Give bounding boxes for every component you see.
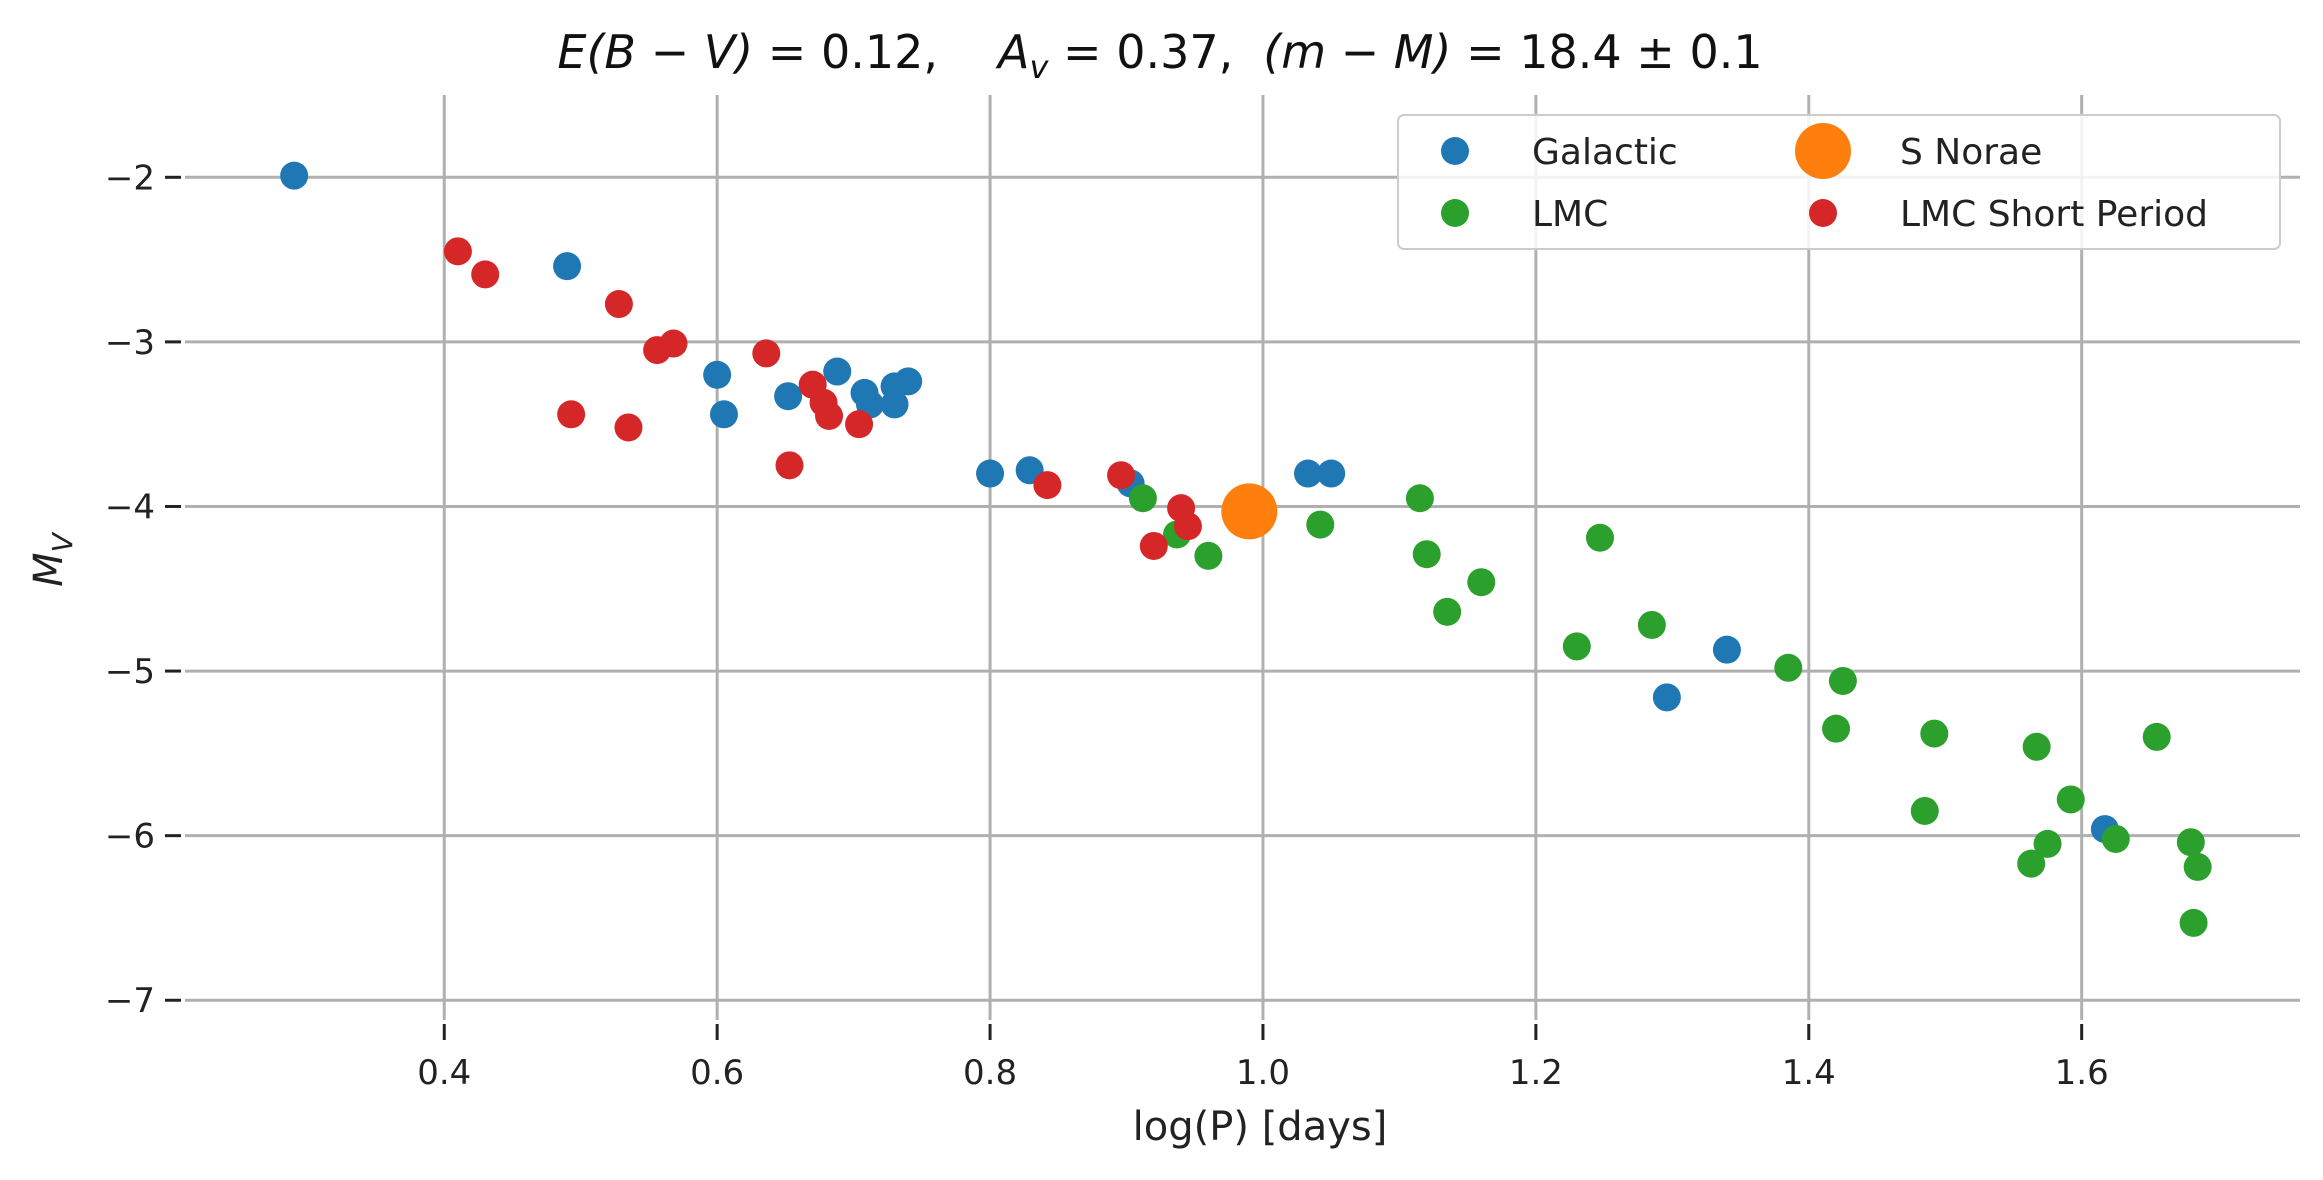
legend-item-s-norae: S Norae <box>1795 123 2042 179</box>
data-point-lmc <box>1405 484 1434 513</box>
legend-label: S Norae <box>1900 132 2042 173</box>
y-tick-label: −7 <box>105 981 155 1021</box>
data-point-lmc <box>2033 829 2062 858</box>
data-point-lmc-short-period <box>1033 471 1062 500</box>
data-point-lmc <box>1194 541 1223 570</box>
data-point-lmc-short-period <box>752 339 781 368</box>
series-lmc-short-period <box>443 237 1202 560</box>
y-axis-label: MV <box>26 531 79 587</box>
y-tick-label: −2 <box>105 158 155 198</box>
data-point-galactic <box>774 382 803 411</box>
data-point-lmc-short-period <box>614 413 643 442</box>
data-point-lmc-short-period <box>557 400 586 429</box>
data-point-galactic <box>1712 635 1741 664</box>
legend-marker <box>1441 199 1469 227</box>
legend-item-galactic: Galactic <box>1441 132 1678 173</box>
x-tick-label: 1.0 <box>1236 1053 1290 1093</box>
data-point-lmc <box>1562 632 1591 661</box>
data-point-galactic <box>709 400 738 429</box>
data-point-galactic <box>894 367 923 396</box>
data-point-lmc <box>2176 828 2205 857</box>
legend-label: LMC <box>1532 194 1608 235</box>
data-point-lmc-short-period <box>815 401 844 430</box>
data-point-lmc-short-period <box>1107 461 1136 490</box>
chart-title: E(B − V) = 0.12, Av = 0.37, (m − M) = 18.4… <box>557 25 1762 86</box>
series-lmc <box>1128 484 2212 937</box>
data-point-lmc <box>1637 610 1666 639</box>
data-point-lmc-short-period <box>471 260 500 289</box>
data-point-galactic <box>1652 683 1681 712</box>
data-point-lmc <box>2017 849 2046 878</box>
data-point-lmc <box>1412 540 1441 569</box>
data-point-lmc <box>1774 653 1803 682</box>
data-point-lmc-short-period <box>1139 531 1168 560</box>
legend-frame <box>1397 114 2281 250</box>
data-point-lmc-short-period <box>845 410 874 439</box>
data-point-lmc <box>2101 824 2130 853</box>
data-point-galactic <box>553 252 582 281</box>
data-point-lmc-short-period <box>443 237 472 266</box>
legend-label: Galactic <box>1532 132 1678 173</box>
legend-marker <box>1809 199 1837 227</box>
legend-item-lmc-short-period: LMC Short Period <box>1809 194 2208 235</box>
x-axis-label: log(P) [days] <box>1133 1104 1388 1150</box>
scatter-points <box>280 161 2212 937</box>
data-point-lmc <box>2022 732 2051 761</box>
legend-marker <box>1441 137 1469 165</box>
data-point-lmc-short-period <box>775 451 804 480</box>
data-point-lmc <box>1822 714 1851 743</box>
y-tick-label: −6 <box>105 817 155 857</box>
legend: Galactic LMC S Norae LMC Short Period <box>1397 114 2281 250</box>
x-tick-label: 1.6 <box>2055 1053 2109 1093</box>
series-s-norae <box>1221 483 1278 540</box>
data-point-galactic <box>823 357 852 386</box>
legend-label: LMC Short Period <box>1900 194 2208 235</box>
data-point-lmc <box>1920 719 1949 748</box>
data-point-lmc <box>1306 510 1335 539</box>
data-point-lmc-short-period <box>1173 512 1202 541</box>
data-point-s-norae <box>1221 483 1278 540</box>
x-tick-label: 1.4 <box>1782 1053 1836 1093</box>
data-point-galactic <box>1317 459 1346 488</box>
legend-marker <box>1795 123 1851 179</box>
data-point-lmc <box>1433 597 1462 626</box>
data-point-galactic <box>703 360 732 389</box>
series-galactic <box>280 161 2119 844</box>
data-point-lmc <box>1128 484 1157 513</box>
y-tick-label: −5 <box>105 652 155 692</box>
data-point-lmc-short-period <box>604 290 633 319</box>
data-point-lmc <box>1828 666 1857 695</box>
data-point-lmc <box>2056 785 2085 814</box>
axis-ticks: 0.4 0.6 0.8 1.0 1.2 1.4 1.6 −2 −3 −4 −5 −6 −7 <box>105 158 2109 1093</box>
y-tick-label: −3 <box>105 323 155 363</box>
y-tick-label: −4 <box>105 487 155 527</box>
data-point-lmc <box>1467 568 1496 597</box>
data-point-lmc <box>2179 908 2208 937</box>
data-point-lmc-short-period <box>659 329 688 358</box>
data-point-lmc <box>2142 722 2171 751</box>
data-point-galactic <box>976 459 1005 488</box>
data-point-lmc <box>2183 852 2212 881</box>
data-point-lmc <box>1586 523 1615 552</box>
x-tick-label: 0.8 <box>963 1053 1017 1093</box>
x-tick-label: 1.2 <box>1509 1053 1563 1093</box>
data-point-galactic <box>1293 459 1322 488</box>
x-tick-label: 0.4 <box>417 1053 471 1093</box>
data-point-galactic <box>880 390 909 419</box>
x-tick-label: 0.6 <box>690 1053 744 1093</box>
legend-item-lmc: LMC <box>1441 194 1608 235</box>
data-point-lmc <box>1910 796 1939 825</box>
data-point-galactic <box>280 161 309 190</box>
